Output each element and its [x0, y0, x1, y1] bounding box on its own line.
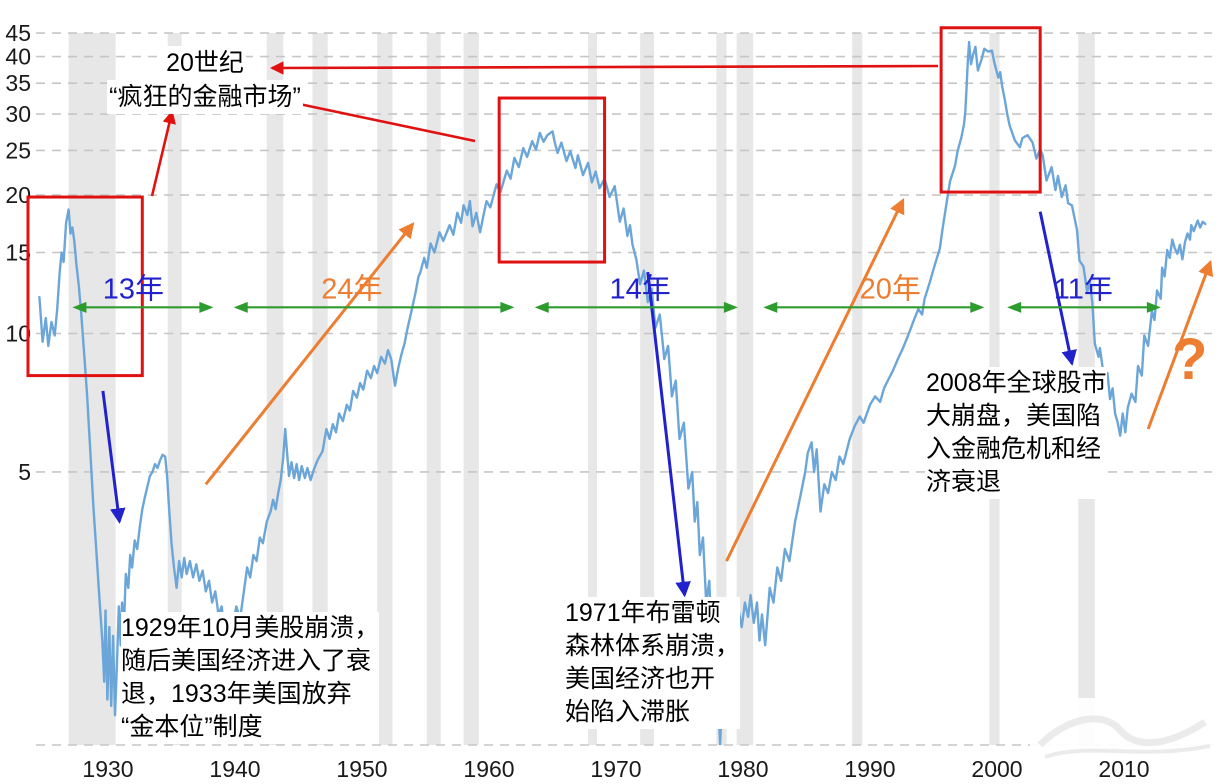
- y-tick-label: 35: [5, 70, 31, 96]
- recession-band: [736, 33, 754, 745]
- x-tick-label: 2000: [971, 756, 1022, 782]
- note-line: 济衰退: [926, 468, 1002, 496]
- bull-arrow: [1146, 259, 1214, 430]
- recession-band: [640, 33, 655, 745]
- span-right-arrowhead: [970, 301, 985, 313]
- era-connectors: [150, 61, 939, 197]
- recession-band: [312, 33, 328, 745]
- note-line: 1929年10月美股崩溃，: [121, 614, 380, 642]
- bull-arrow: [725, 197, 905, 562]
- note-line: 大崩盘，美国陷: [926, 402, 1102, 430]
- y-tick-label: 30: [5, 101, 31, 127]
- peak-box: [939, 26, 1042, 194]
- note-line: 入金融危机和经: [926, 435, 1102, 463]
- cycle-span-label: 11年: [1054, 272, 1113, 305]
- recession-band: [266, 33, 284, 745]
- note-line: “金本位”制度: [121, 713, 263, 741]
- recession-band: [588, 33, 597, 745]
- cycle-span-label: 14年: [609, 272, 670, 305]
- span-left-arrowhead: [763, 301, 778, 313]
- peak-box: [497, 96, 607, 264]
- x-tick-label: 1960: [463, 756, 514, 782]
- span-right-arrowhead: [199, 301, 214, 313]
- y-tick-label: 25: [5, 137, 31, 163]
- cycle-span-label: 24年: [321, 272, 382, 305]
- note-line: 1971年布雷顿: [565, 599, 721, 627]
- span-right-arrowhead: [723, 301, 738, 313]
- span-left-arrowhead: [534, 301, 549, 313]
- cycle-spans: 13年 24年 14年 20年 11年: [72, 272, 1161, 313]
- cycle-span-label: 13年: [103, 272, 164, 305]
- note-2008-crisis: 2008年全球股市 大崩盘，美国陷 入金融危机和经 济衰退: [926, 367, 1107, 499]
- crash-arrow: [646, 271, 691, 598]
- era-connector-arrow: [150, 110, 176, 197]
- x-tick-label: 1990: [844, 756, 895, 782]
- peak-box: [26, 195, 144, 378]
- note-line: 随后美国经济进入了衰: [121, 647, 372, 675]
- watermark: [1030, 698, 1220, 760]
- y-tick-label: 5: [18, 459, 31, 485]
- x-tick-label: 1950: [336, 756, 387, 782]
- cycle-span-label: 20年: [860, 272, 921, 305]
- era-note-line: 20世纪: [164, 46, 246, 80]
- bull-arrows: [204, 197, 1214, 562]
- note-1929-crash: 1929年10月美股崩溃， 随后美国经济进入了衰 退，1933年美国放弃 “金本…: [121, 612, 380, 744]
- peak-boxes: [26, 26, 1042, 378]
- note-line: 退，1933年美国放弃: [121, 680, 352, 708]
- y-tick-label: 45: [5, 20, 31, 46]
- note-line: 始陷入滞胀: [565, 698, 691, 726]
- recession-band: [716, 33, 727, 745]
- recession-band: [68, 33, 116, 745]
- x-tick-label: 1980: [717, 756, 768, 782]
- price-line: [38, 40, 1207, 746]
- recession-band: [852, 33, 863, 745]
- note-line: 美国经济也开: [565, 665, 716, 693]
- note-line: 2008年全球股市: [926, 369, 1107, 397]
- era-connector-arrow: [283, 96, 476, 143]
- bull-arrow: [204, 222, 415, 486]
- span-right-arrowhead: [1146, 301, 1161, 313]
- note-1971-bretton-woods: 1971年布雷顿 森林体系崩溃， 美国经济也开 始陷入滞胀: [565, 597, 741, 729]
- x-tick-label: 1940: [209, 756, 260, 782]
- span-left-arrowhead: [72, 301, 87, 313]
- watermark-scribble: [1044, 744, 1211, 759]
- era-note: 20世纪 “疯狂的金融市场”: [40, 46, 370, 114]
- watermark-scribble: [1037, 715, 1207, 748]
- note-line: 森林体系崩溃，: [565, 632, 741, 660]
- x-tick-label: 2010: [1098, 756, 1149, 782]
- recession-band: [377, 33, 393, 745]
- span-left-arrowhead: [1007, 301, 1022, 313]
- era-connector-arrow: [269, 61, 939, 75]
- x-tick-label: 1930: [82, 756, 133, 782]
- crash-arrow: [1038, 211, 1077, 366]
- era-note-line: “疯狂的金融市场”: [107, 80, 303, 114]
- span-right-arrowhead: [500, 301, 515, 313]
- y-tick-label: 40: [5, 44, 31, 70]
- future-question-mark: ?: [1172, 327, 1208, 392]
- recession-band: [426, 33, 441, 745]
- crash-arrows: [101, 211, 1077, 598]
- x-tick-label: 1970: [590, 756, 641, 782]
- crash-arrow: [101, 390, 126, 524]
- span-left-arrowhead: [233, 301, 248, 313]
